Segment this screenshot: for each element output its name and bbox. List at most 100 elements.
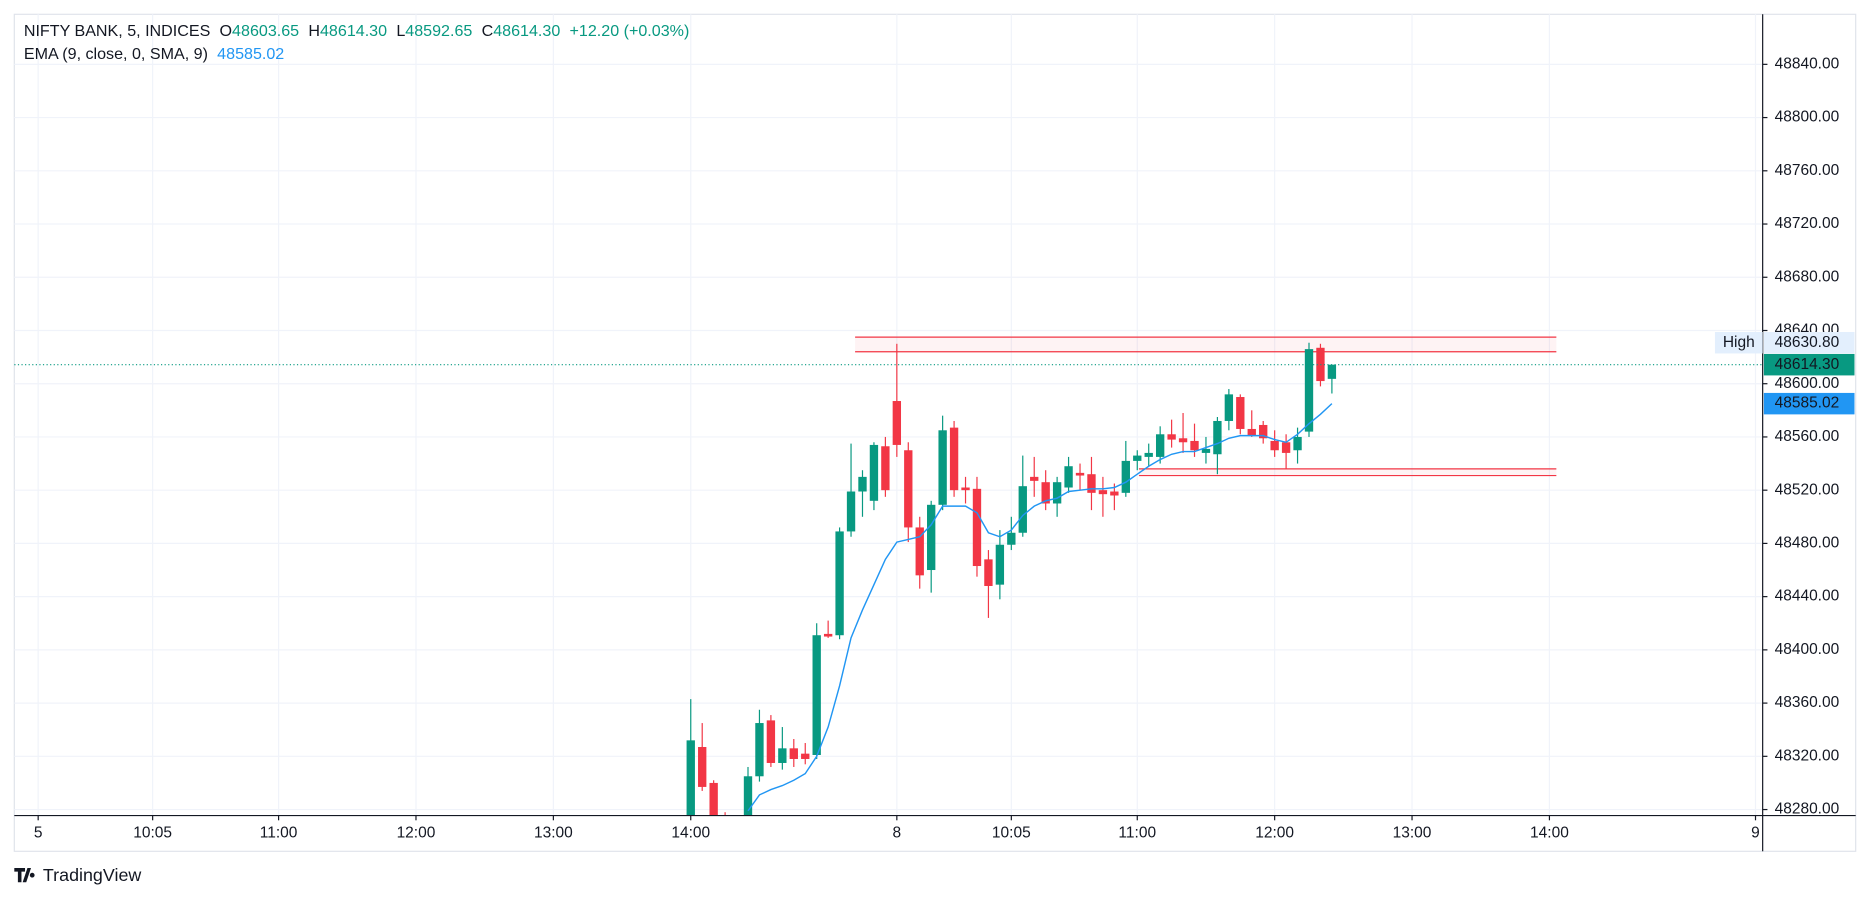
candle-body	[835, 531, 844, 636]
symbol: NIFTY BANK, 5, INDICES	[24, 22, 210, 40]
candle-body	[1052, 482, 1062, 504]
brand-logo	[14, 868, 35, 883]
candle-body	[766, 720, 776, 763]
high-value: 48614.30	[320, 22, 387, 40]
candle-body	[1018, 486, 1027, 533]
last-price-bg	[1763, 353, 1855, 376]
x-tick-label: 9	[1751, 825, 1760, 842]
y-tick-label: 48760.00	[1775, 162, 1840, 179]
candle-body	[1190, 440, 1199, 451]
x-tick-label: 13:00	[534, 825, 573, 842]
candle-body	[927, 504, 936, 571]
candle-body	[858, 476, 867, 492]
candle-body	[823, 633, 833, 637]
x-tick-label: 12:00	[1255, 825, 1294, 842]
candle-body	[1110, 491, 1119, 496]
x-tick-label: 14:00	[671, 825, 710, 842]
y-tick-label: 48280.00	[1775, 801, 1840, 818]
candle-body	[1121, 460, 1130, 493]
change: +12.20 (+0.03%)	[570, 22, 690, 40]
candle-body	[1293, 436, 1302, 451]
candle-body	[938, 430, 947, 505]
candle-body	[904, 450, 913, 528]
open-label: O	[220, 22, 233, 40]
candle-body	[1201, 448, 1211, 453]
candle-body	[1087, 474, 1096, 493]
candle-body	[1327, 364, 1337, 379]
candle-body	[846, 491, 856, 532]
candle-body	[1030, 476, 1039, 481]
indicator-value: 48585.02	[217, 45, 284, 63]
candle-body	[686, 740, 695, 816]
axes: 48280.00 48320.00 48360.00 48400.00 48440.00…	[14, 55, 1855, 842]
y-tick-label: 48600.00	[1775, 375, 1840, 392]
zone-fill	[855, 337, 1557, 352]
grid	[14, 14, 1763, 816]
candle-body	[1213, 420, 1222, 455]
x-tick-label: 14:00	[1530, 825, 1569, 842]
candle-body	[949, 427, 959, 491]
candle-body	[972, 488, 982, 567]
close-value: 48614.30	[493, 22, 560, 40]
candle-body	[1178, 438, 1188, 443]
candle-body	[1247, 428, 1256, 436]
last-price: 48614.30	[1775, 356, 1840, 373]
candle-body	[812, 635, 821, 755]
indicator-name: EMA (9, close, 0, SMA, 9)	[24, 45, 208, 63]
candle-body	[1259, 424, 1268, 439]
x-tick-label: 13:00	[1393, 825, 1432, 842]
plot	[686, 342, 1337, 816]
x-tick-label: 10:05	[992, 825, 1031, 842]
high-value: 48630.80	[1775, 334, 1840, 351]
candle-body	[995, 544, 1005, 585]
high-tag: High	[1723, 334, 1755, 351]
indicator-legend: EMA (9, close, 0, SMA, 9) 48585.02	[24, 45, 284, 63]
brand: TradingView	[43, 865, 141, 885]
close-label: C	[482, 22, 494, 40]
x-tick-label: 10:05	[133, 825, 172, 842]
candle-body	[1155, 434, 1165, 457]
y-tick-label: 48680.00	[1775, 268, 1840, 285]
x-tick-label: 12:00	[397, 825, 436, 842]
candle-body	[1007, 532, 1016, 545]
y-tick-label: 48840.00	[1775, 55, 1840, 72]
y-tick-label: 48560.00	[1775, 428, 1840, 445]
candle-body	[1098, 490, 1108, 495]
candle-body	[869, 444, 879, 501]
ema-price-bg	[1763, 392, 1855, 415]
candle-body	[961, 487, 970, 491]
ema-price: 48585.02	[1775, 395, 1840, 412]
zone-fill	[1138, 468, 1557, 476]
zones	[855, 336, 1557, 477]
candle-body	[1064, 466, 1073, 488]
high-label: H	[308, 22, 320, 40]
open-value: 48603.65	[232, 22, 299, 40]
y-tick-label: 48520.00	[1775, 481, 1840, 498]
symbol-legend: NIFTY BANK, 5, INDICES O48603.65 H48614.…	[24, 22, 689, 40]
candle-body	[984, 559, 993, 586]
y-tick-label: 48400.00	[1775, 641, 1840, 658]
candle-body	[789, 748, 798, 759]
candle-body	[915, 527, 924, 576]
candle-body	[801, 753, 810, 759]
x-tick-label: 8	[893, 825, 902, 842]
candle-body	[1270, 440, 1279, 451]
high-tag-bg	[1714, 332, 1763, 354]
logo-shape	[14, 868, 35, 883]
candle-body	[881, 446, 890, 491]
candle-body	[1304, 349, 1314, 432]
y-tick-label: 48720.00	[1775, 215, 1840, 232]
y-tick-label: 48360.00	[1775, 694, 1840, 711]
y-tick-label: 48480.00	[1775, 534, 1840, 551]
x-tick-label: 5	[34, 825, 43, 842]
candle-body	[1236, 397, 1245, 429]
candle-body	[755, 723, 764, 777]
y-tick-label: 48440.00	[1775, 588, 1840, 605]
x-tick-label: 11:00	[1118, 825, 1156, 842]
candle-body	[1224, 394, 1234, 421]
candle-body	[1041, 482, 1050, 504]
low-value: 48592.65	[405, 22, 472, 40]
candle-body	[698, 747, 707, 787]
